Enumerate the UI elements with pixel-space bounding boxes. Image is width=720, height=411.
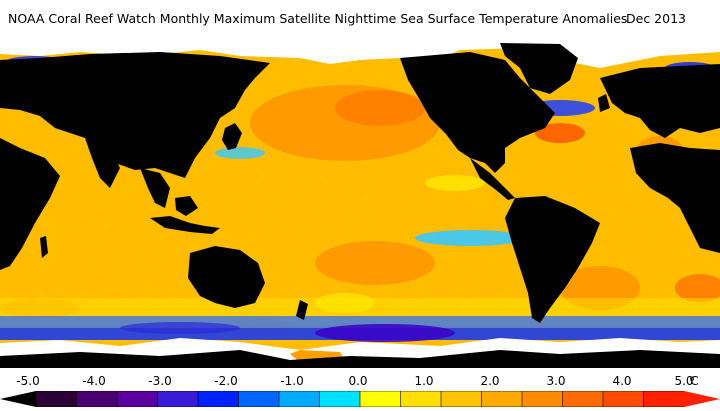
- tick-label: -2.0: [214, 374, 238, 388]
- colorbar-cell: [440, 391, 483, 407]
- colorbar-cell: [197, 391, 240, 407]
- greenland: [500, 43, 578, 94]
- north-america: [400, 52, 555, 173]
- tick-label: 1.0: [414, 374, 434, 388]
- colorbar-cell: [521, 391, 564, 407]
- colorbar-cell: [278, 391, 321, 407]
- europe: [600, 64, 720, 138]
- colorbar-cells: [35, 391, 685, 407]
- colorbar-high-arrow: [684, 391, 720, 407]
- colorbar-cell: [35, 391, 78, 407]
- tick-label: -3.0: [148, 374, 172, 388]
- colorbar-cell: [238, 391, 280, 407]
- colorbar-labels: -5.0 -4.0 -3.0 -2.0 -1.0 0.0 1.0 2.0 3.0…: [0, 374, 720, 390]
- colorbar-cell: [157, 391, 199, 407]
- colorbar: [0, 391, 720, 407]
- colorbar-cell: [481, 391, 523, 407]
- colorbar-cell: [562, 391, 604, 407]
- cool-anomaly-regions: [0, 56, 720, 342]
- tick-label: 4.0: [612, 374, 632, 388]
- new-zealand: [296, 300, 308, 320]
- colorbar-cell: [76, 391, 118, 407]
- australia: [188, 246, 265, 308]
- map-title-bar: NOAA Coral Reef Watch Monthly Maximum Sa…: [0, 0, 720, 38]
- sst-anomaly-map: [0, 38, 720, 368]
- tick-label: -1.0: [280, 374, 304, 388]
- indonesia: [150, 216, 220, 234]
- tick-label: 0.0: [348, 374, 368, 388]
- map-date: Dec 2013: [626, 11, 686, 26]
- colorbar-cell: [400, 391, 442, 407]
- tick-label: 2.0: [480, 374, 500, 388]
- southeast-asia: [140, 168, 170, 208]
- borneo: [175, 196, 198, 216]
- colorbar-cell: [643, 391, 685, 407]
- tick-label: -4.0: [82, 374, 106, 388]
- land-masses: [0, 43, 720, 368]
- africa-west: [630, 143, 720, 253]
- map-title: NOAA Coral Reef Watch Monthly Maximum Sa…: [8, 11, 628, 26]
- eurasia-west: [0, 52, 270, 178]
- japan: [222, 123, 242, 150]
- colorbar-cell: [319, 391, 361, 407]
- india: [85, 138, 120, 188]
- colorbar-cell: [359, 391, 402, 407]
- british-isles: [598, 94, 610, 112]
- colorbar-low-arrow: [0, 391, 36, 407]
- madagascar: [40, 236, 48, 258]
- tick-label: 5.0: [674, 374, 694, 388]
- tick-label: -5.0: [16, 374, 40, 388]
- central-america: [470, 158, 515, 200]
- colorbar-cell: [602, 391, 645, 407]
- antarctica: [0, 350, 720, 368]
- tick-label: 3.0: [546, 374, 566, 388]
- colorbar-cell: [116, 391, 159, 407]
- south-america: [505, 196, 600, 323]
- africa-east: [0, 138, 60, 270]
